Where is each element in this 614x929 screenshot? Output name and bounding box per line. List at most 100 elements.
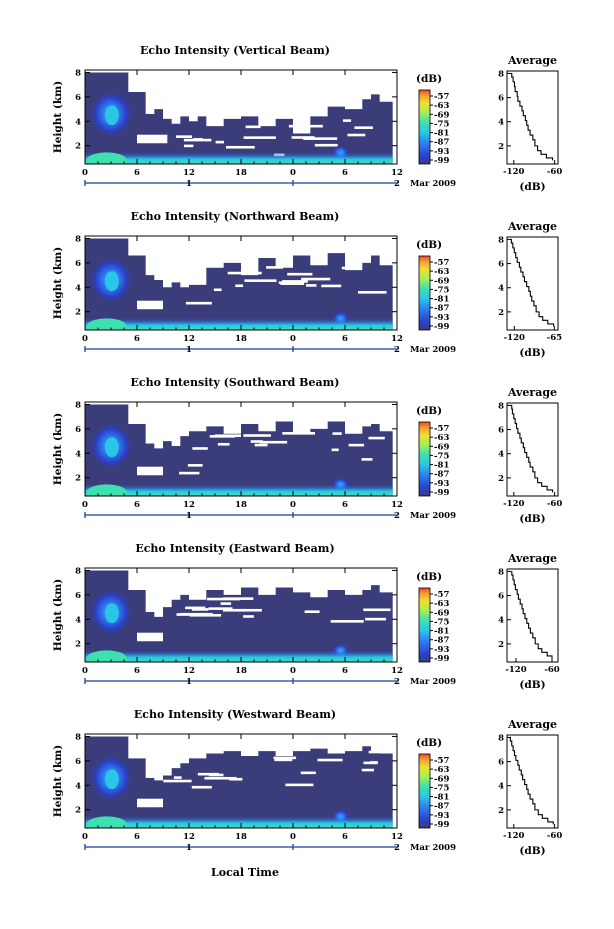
x-tick-label: 6 — [342, 500, 348, 510]
colorbar-tick-label: -99 — [434, 322, 449, 332]
colorbar-tick-label: -87 — [434, 304, 449, 314]
y-tick-label: 8 — [75, 68, 81, 78]
profile-line — [511, 72, 554, 161]
missing-data-streak — [300, 771, 316, 775]
x-tick-label: 12 — [183, 500, 195, 510]
x-tick-label: 12 — [183, 832, 195, 842]
panel-eastward: Echo Intensity (Eastward Beam)0 6 12 18 0 6 12… — [52, 542, 560, 691]
date-label: Mar 2009 — [410, 511, 456, 521]
missing-data-streak — [317, 758, 343, 762]
colorbar-tick-label: -99 — [434, 654, 449, 664]
colorbar — [418, 753, 431, 829]
y-tick-label: 4 — [75, 449, 81, 459]
colorbar-tick-label: -75 — [434, 783, 449, 793]
date-tick-label: 1 — [186, 843, 192, 853]
x-tick-label: 12 — [183, 666, 195, 676]
y-axis-label: Height (km) — [52, 579, 64, 651]
profile-y-tick-label: 8 — [498, 235, 504, 245]
missing-data-streak — [304, 610, 320, 614]
x-tick-label: 0 — [82, 666, 88, 676]
panel-title: Echo Intensity (Eastward Beam) — [135, 542, 334, 555]
colorbar-tick-label: -57 — [434, 424, 449, 434]
y-tick-label: 8 — [75, 234, 81, 244]
profile-y-tick-label: 8 — [498, 401, 504, 411]
lower-missing-block — [137, 466, 163, 476]
colorbar-label: (dB) — [416, 737, 442, 749]
y-tick-label: 2 — [75, 308, 81, 318]
colorbar-tick-label: -87 — [434, 636, 449, 646]
profile-title: Average — [507, 718, 557, 731]
panel-northward: Echo Intensity (Northward Beam)0 6 12 18 0 6 1… — [52, 210, 562, 359]
x-tick-label: 12 — [391, 168, 403, 178]
echo-field — [85, 238, 393, 330]
missing-data-streak — [250, 440, 264, 443]
y-tick-label: 2 — [75, 474, 81, 484]
colorbar-tick-label: -81 — [434, 461, 449, 471]
colorbar-tick-label: -99 — [434, 156, 449, 166]
y-tick-label: 4 — [75, 283, 81, 293]
profile-y-tick-label: 4 — [498, 118, 504, 128]
missing-data-streak — [163, 779, 192, 783]
missing-data-streak — [193, 138, 203, 141]
profile-y-tick-label: 6 — [498, 592, 504, 602]
profile-frame — [506, 734, 559, 829]
missing-data-streak — [348, 443, 365, 447]
date-tick-label: 2 — [394, 345, 400, 355]
echo-field — [85, 404, 393, 496]
missing-data-streak — [342, 119, 352, 122]
missing-data-streak — [175, 135, 193, 138]
profile-y-tick-label: 2 — [498, 474, 504, 484]
profile-x-tick-label: -65 — [547, 333, 562, 343]
profile-y-tick-label: 6 — [498, 758, 504, 768]
lower-missing-block — [137, 300, 163, 310]
profile-y-tick-label: 2 — [498, 640, 504, 650]
missing-data-streak — [280, 282, 305, 285]
y-tick-label: 6 — [75, 259, 81, 269]
panel-westward: Echo Intensity (Westward Beam)0 6 12 18 0 6 12… — [52, 708, 562, 857]
profile-title: Average — [507, 386, 557, 399]
missing-data-streak — [232, 608, 262, 612]
colorbar-label: (dB) — [416, 571, 442, 583]
date-tick-label: 1 — [186, 511, 192, 521]
x-tick-label: 0 — [82, 832, 88, 842]
colorbar-tick-label: -99 — [434, 488, 449, 498]
colorbar-tick-label: -93 — [434, 479, 449, 489]
x-tick-label: 0 — [290, 832, 296, 842]
missing-data-streak — [208, 607, 233, 610]
missing-data-streak — [287, 272, 313, 276]
profile-y-tick-label: 4 — [498, 616, 504, 626]
profile-y-tick-label: 8 — [498, 567, 504, 577]
colorbar-tick-label: -81 — [434, 129, 449, 139]
profile-y-tick-label: 4 — [498, 782, 504, 792]
y-tick-label: 4 — [75, 117, 81, 127]
profile-x-tick-label: -120 — [504, 333, 525, 343]
panel-title: Echo Intensity (Northward Beam) — [131, 210, 340, 223]
missing-data-streak — [225, 145, 255, 149]
profile-frame — [506, 568, 559, 663]
missing-data-streak — [229, 777, 243, 781]
x-tick-label: 6 — [134, 168, 140, 178]
x-tick-label: 18 — [235, 666, 247, 676]
profile-x-tick-label: -120 — [503, 831, 524, 841]
colorbar-tick-label: -63 — [434, 267, 449, 277]
x-tick-label: 0 — [82, 500, 88, 510]
panel-title: Echo Intensity (Southward Beam) — [131, 376, 340, 389]
ground-echo-peak — [86, 318, 127, 330]
missing-data-streak — [217, 442, 230, 446]
x-tick-label: 0 — [290, 168, 296, 178]
missing-data-streak — [245, 125, 261, 129]
date-tick-label: 2 — [394, 677, 400, 687]
missing-data-streak — [244, 279, 277, 282]
colorbar-tick-label: -69 — [434, 608, 449, 618]
echo-field — [85, 736, 397, 828]
x-tick-label: 0 — [82, 334, 88, 344]
missing-data-streak — [213, 288, 222, 292]
missing-data-streak — [185, 606, 206, 610]
missing-data-streak — [361, 458, 373, 461]
strong-echo-core — [104, 769, 119, 790]
strong-echo-core — [104, 105, 119, 126]
lower-missing-block — [137, 134, 168, 144]
local-time-xlabel: Local Time — [211, 866, 279, 879]
colorbar-tick-label: -87 — [434, 470, 449, 480]
